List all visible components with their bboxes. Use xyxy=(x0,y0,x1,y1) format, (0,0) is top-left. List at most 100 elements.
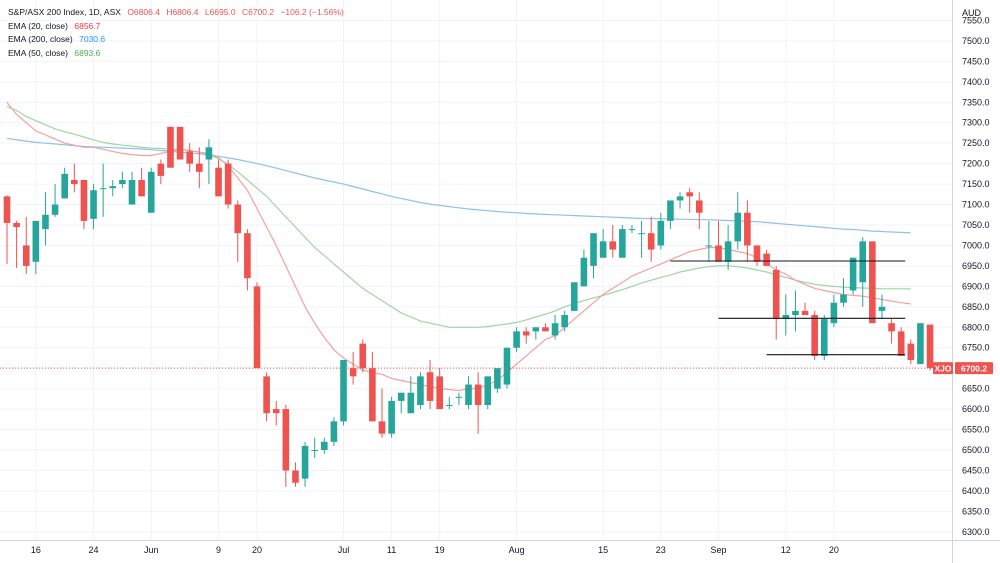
candle-body xyxy=(647,233,655,250)
time-tick-label: 9 xyxy=(216,545,221,555)
candle-body xyxy=(301,445,309,479)
time-axis[interactable]: 16 24 Jun 9 20 Jul 11 19 Aug 15 23 Sep 12 20 xyxy=(31,545,839,555)
candle-body xyxy=(542,327,549,332)
candle-body xyxy=(147,171,155,213)
candle-body xyxy=(340,360,347,422)
price-tick-label: 6500.0 xyxy=(962,445,990,455)
candle-body xyxy=(417,376,424,405)
price-tick-label: 6650.0 xyxy=(962,384,990,394)
time-tick-label: 24 xyxy=(89,545,99,555)
symbol-tag: XJO xyxy=(934,364,951,374)
candle-body xyxy=(676,196,684,201)
ema200-line xyxy=(6,137,911,234)
candle-body xyxy=(186,151,193,164)
candle-body xyxy=(811,315,818,356)
indicator-value: 6856.7 xyxy=(74,20,101,31)
time-tick-label: 19 xyxy=(435,545,445,555)
indicator-ema20[interactable]: EMA (20, close) 6856.7 xyxy=(8,20,344,34)
price-tick-label: 6800.0 xyxy=(962,322,990,332)
price-tick-label: 6600.0 xyxy=(962,404,990,414)
candle-body xyxy=(13,222,20,228)
candle-body xyxy=(176,126,184,160)
candle-body xyxy=(926,324,934,369)
indicator-ema200[interactable]: EMA (200, close) 7030.6 xyxy=(8,33,344,47)
candle-body xyxy=(388,400,395,434)
candle-body xyxy=(3,196,11,223)
ema50-line xyxy=(6,105,911,328)
candle-body xyxy=(820,319,828,356)
candle-body xyxy=(570,282,578,311)
candle-body xyxy=(878,306,886,311)
candle-body xyxy=(744,212,751,246)
candle-body xyxy=(51,204,59,215)
candle-body xyxy=(320,441,328,450)
candle-body xyxy=(349,368,357,377)
candle-body xyxy=(455,396,463,398)
price-tick-label: 6300.0 xyxy=(962,527,990,537)
price-tag: 6700.2 xyxy=(961,364,987,374)
indicator-label: EMA (20, close) xyxy=(8,20,68,31)
candles xyxy=(3,126,934,487)
indicator-ema50[interactable]: EMA (50, close) 6893.6 xyxy=(8,47,344,61)
time-tick-label: 15 xyxy=(598,545,608,555)
price-tick-label: 7450.0 xyxy=(962,56,990,66)
candle-body xyxy=(801,310,809,315)
candle-body xyxy=(465,384,472,405)
candle-body xyxy=(244,233,251,279)
time-tick-label: 11 xyxy=(387,545,396,555)
candle-body xyxy=(619,229,626,258)
price-tick-label: 7500.0 xyxy=(962,36,990,46)
candle-body xyxy=(205,147,213,160)
candle-body xyxy=(859,241,867,283)
price-tick-label: 7250.0 xyxy=(962,138,990,148)
price-tick-label: 7150.0 xyxy=(962,179,990,189)
chart-legend: S&P/ASX 200 Index, 1D, ASX O6806.4 H6806… xyxy=(8,6,344,60)
candle-body xyxy=(917,323,924,365)
candle-body xyxy=(792,310,799,315)
candle-body xyxy=(830,302,838,324)
price-tick-label: 7550.0 xyxy=(962,15,990,25)
candle-body xyxy=(782,315,790,320)
candle-body xyxy=(897,331,905,356)
candle-body xyxy=(99,188,107,190)
candle-body xyxy=(253,286,261,369)
price-tick-label: 7000.0 xyxy=(962,240,990,250)
symbol-row[interactable]: S&P/ASX 200 Index, 1D, ASX O6806.4 H6806… xyxy=(8,6,344,20)
horizontal-levels[interactable] xyxy=(670,260,906,356)
time-tick-label: Jun xyxy=(144,545,159,555)
candle-body xyxy=(71,180,78,185)
symbol-title: S&P/ASX 200 Index, 1D, ASX xyxy=(8,7,121,17)
price-tag-bg xyxy=(955,362,993,375)
indicator-label: EMA (50, close) xyxy=(8,47,68,58)
candle-body xyxy=(753,245,761,262)
candle-body xyxy=(474,384,482,405)
candle-body xyxy=(22,245,30,266)
candle-body xyxy=(436,376,443,410)
candle-body xyxy=(715,245,722,262)
price-tick-label: 6400.0 xyxy=(962,486,990,496)
candle-body xyxy=(272,409,280,414)
candle-body xyxy=(532,327,540,332)
candle-body xyxy=(359,343,367,369)
candle-body xyxy=(61,173,68,199)
price-tick-label: 7200.0 xyxy=(962,159,990,169)
candle-body xyxy=(657,220,665,246)
price-tick-label: 7300.0 xyxy=(962,118,990,128)
candle-body xyxy=(109,186,117,189)
candle-body xyxy=(378,421,386,434)
candle-body xyxy=(840,294,847,303)
time-tick-label: 23 xyxy=(656,545,666,555)
candle-body xyxy=(119,180,126,185)
ohlc-change: −106.2 (−1.56%) xyxy=(280,7,344,17)
candle-body xyxy=(551,323,559,336)
candle-body xyxy=(445,405,453,406)
candle-body xyxy=(772,270,780,320)
price-axis[interactable]: AUD 7550.0 7500.0 7450.0 7400.0 7350.0 7300.0… xyxy=(962,8,990,537)
time-tick-label: Aug xyxy=(509,545,525,555)
ohlc-high: H6806.4 xyxy=(166,7,199,17)
candle-body xyxy=(513,331,520,348)
candle-body xyxy=(330,421,338,442)
candle-body xyxy=(42,214,49,230)
ohlc-open: O6806.4 xyxy=(127,7,160,17)
